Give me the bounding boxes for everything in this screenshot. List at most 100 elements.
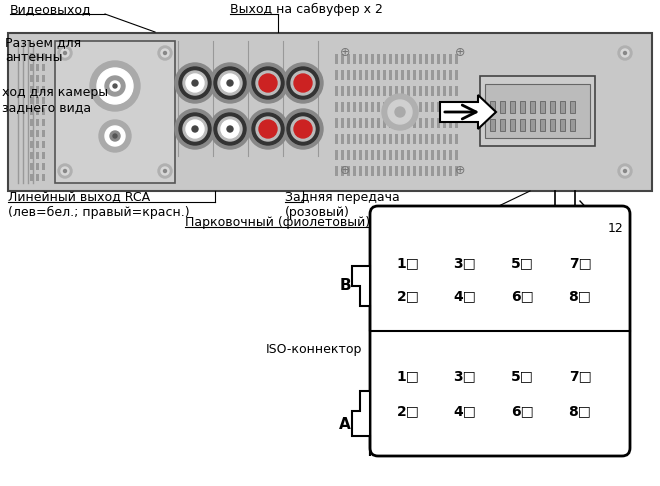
Circle shape [58, 46, 72, 60]
Bar [347, 86, 350, 96]
Bar [30, 53, 33, 60]
Circle shape [218, 71, 242, 95]
Bar [443, 166, 446, 176]
Bar [407, 54, 410, 64]
Bar [413, 86, 416, 96]
Circle shape [283, 63, 323, 103]
Bar [42, 163, 45, 170]
Bar [437, 70, 440, 80]
Bar [395, 86, 398, 96]
Bar [437, 102, 440, 112]
Bar [540, 101, 545, 113]
Bar [389, 118, 392, 128]
Bar [359, 150, 362, 160]
Bar [455, 86, 458, 96]
Bar [371, 54, 374, 64]
Bar [401, 134, 404, 144]
Circle shape [110, 81, 120, 91]
Bar [449, 70, 452, 80]
Bar [490, 119, 495, 131]
Bar [30, 97, 33, 104]
Bar [353, 166, 356, 176]
Text: ⊕: ⊕ [340, 47, 350, 59]
Circle shape [287, 113, 319, 145]
Bar [510, 119, 515, 131]
Bar [389, 134, 392, 144]
Circle shape [259, 120, 277, 138]
Bar [42, 141, 45, 148]
Bar [371, 166, 374, 176]
Bar [510, 101, 515, 113]
Circle shape [175, 109, 215, 149]
Bar [550, 119, 555, 131]
Bar [36, 75, 39, 82]
Bar [335, 166, 338, 176]
Circle shape [259, 74, 277, 92]
Bar [341, 166, 344, 176]
Bar [383, 118, 386, 128]
Bar [500, 119, 505, 131]
Circle shape [218, 117, 242, 141]
Bar [30, 130, 33, 137]
Circle shape [621, 167, 629, 175]
Bar [401, 118, 404, 128]
Bar [341, 102, 344, 112]
Circle shape [61, 49, 69, 57]
Circle shape [105, 76, 125, 96]
Bar [449, 102, 452, 112]
Bar [377, 150, 380, 160]
Bar [365, 86, 368, 96]
Circle shape [183, 117, 207, 141]
Circle shape [214, 67, 246, 99]
Bar [431, 118, 434, 128]
Text: Выход на сабвуфер х 2: Выход на сабвуфер х 2 [230, 3, 383, 16]
Bar [371, 150, 374, 160]
Bar [359, 134, 362, 144]
Bar [36, 97, 39, 104]
Bar [377, 102, 380, 112]
Bar [30, 64, 33, 71]
Bar [401, 54, 404, 64]
Text: 6□: 6□ [511, 289, 533, 303]
Bar [383, 54, 386, 64]
Circle shape [186, 74, 204, 92]
Bar [530, 101, 535, 113]
Bar [437, 54, 440, 64]
Bar [341, 150, 344, 160]
Bar [395, 150, 398, 160]
Bar [407, 166, 410, 176]
Bar [383, 70, 386, 80]
Circle shape [227, 126, 233, 132]
Circle shape [97, 68, 133, 104]
Bar [30, 75, 33, 82]
Bar [353, 134, 356, 144]
Text: 2□: 2□ [397, 289, 420, 303]
Bar [359, 102, 362, 112]
Text: 5□: 5□ [511, 256, 533, 270]
Bar [431, 102, 434, 112]
Bar [42, 174, 45, 181]
Bar [365, 118, 368, 128]
Bar [449, 118, 452, 128]
Bar [413, 150, 416, 160]
Text: 1□: 1□ [397, 369, 420, 383]
Circle shape [294, 120, 312, 138]
Circle shape [210, 63, 250, 103]
Bar [455, 70, 458, 80]
Circle shape [382, 94, 418, 130]
Text: 2□: 2□ [397, 404, 420, 418]
Bar [383, 166, 386, 176]
Circle shape [291, 117, 315, 141]
Bar [36, 108, 39, 115]
Bar [30, 174, 33, 181]
Bar [490, 101, 495, 113]
Bar [449, 54, 452, 64]
Circle shape [63, 52, 67, 54]
Text: Задняя передача
(розовый): Задняя передача (розовый) [285, 191, 400, 219]
Circle shape [161, 49, 169, 57]
Circle shape [192, 80, 198, 86]
Bar [425, 166, 428, 176]
Bar [30, 108, 33, 115]
Bar [377, 54, 380, 64]
Bar [413, 166, 416, 176]
